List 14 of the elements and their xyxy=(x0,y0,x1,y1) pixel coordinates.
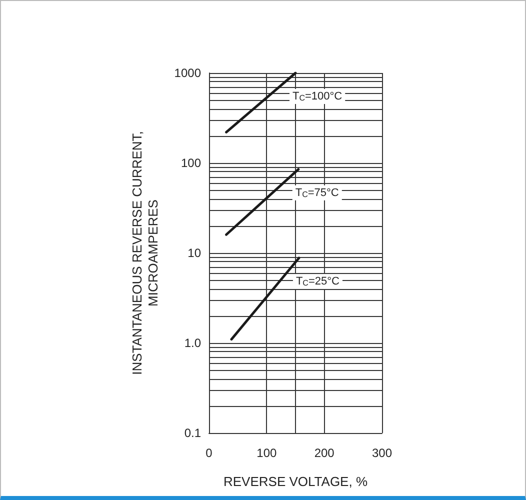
x-axis-title: REVERSE VOLTAGE, % xyxy=(223,474,368,489)
y-tick-label: 1.0 xyxy=(184,336,202,350)
x-tick-label: 200 xyxy=(314,446,335,460)
annotation: TC=100°C xyxy=(292,90,342,102)
y-tick-label: 1000 xyxy=(174,66,202,80)
y-tick-label: 10 xyxy=(188,246,202,260)
annotation: TC=25°C xyxy=(296,275,340,288)
y-axis-title: INSTANTANEOUS REVERSE CURRENT, MICROAMPERES xyxy=(130,131,160,375)
x-tick-label: 300 xyxy=(372,446,392,460)
y-tick-label: 0.1 xyxy=(184,426,202,440)
x-tick-label: 0 xyxy=(206,446,213,460)
annotation: TC=75°C xyxy=(295,186,339,199)
x-tick-label: 100 xyxy=(256,446,277,460)
y-tick-label: 100 xyxy=(180,156,202,170)
